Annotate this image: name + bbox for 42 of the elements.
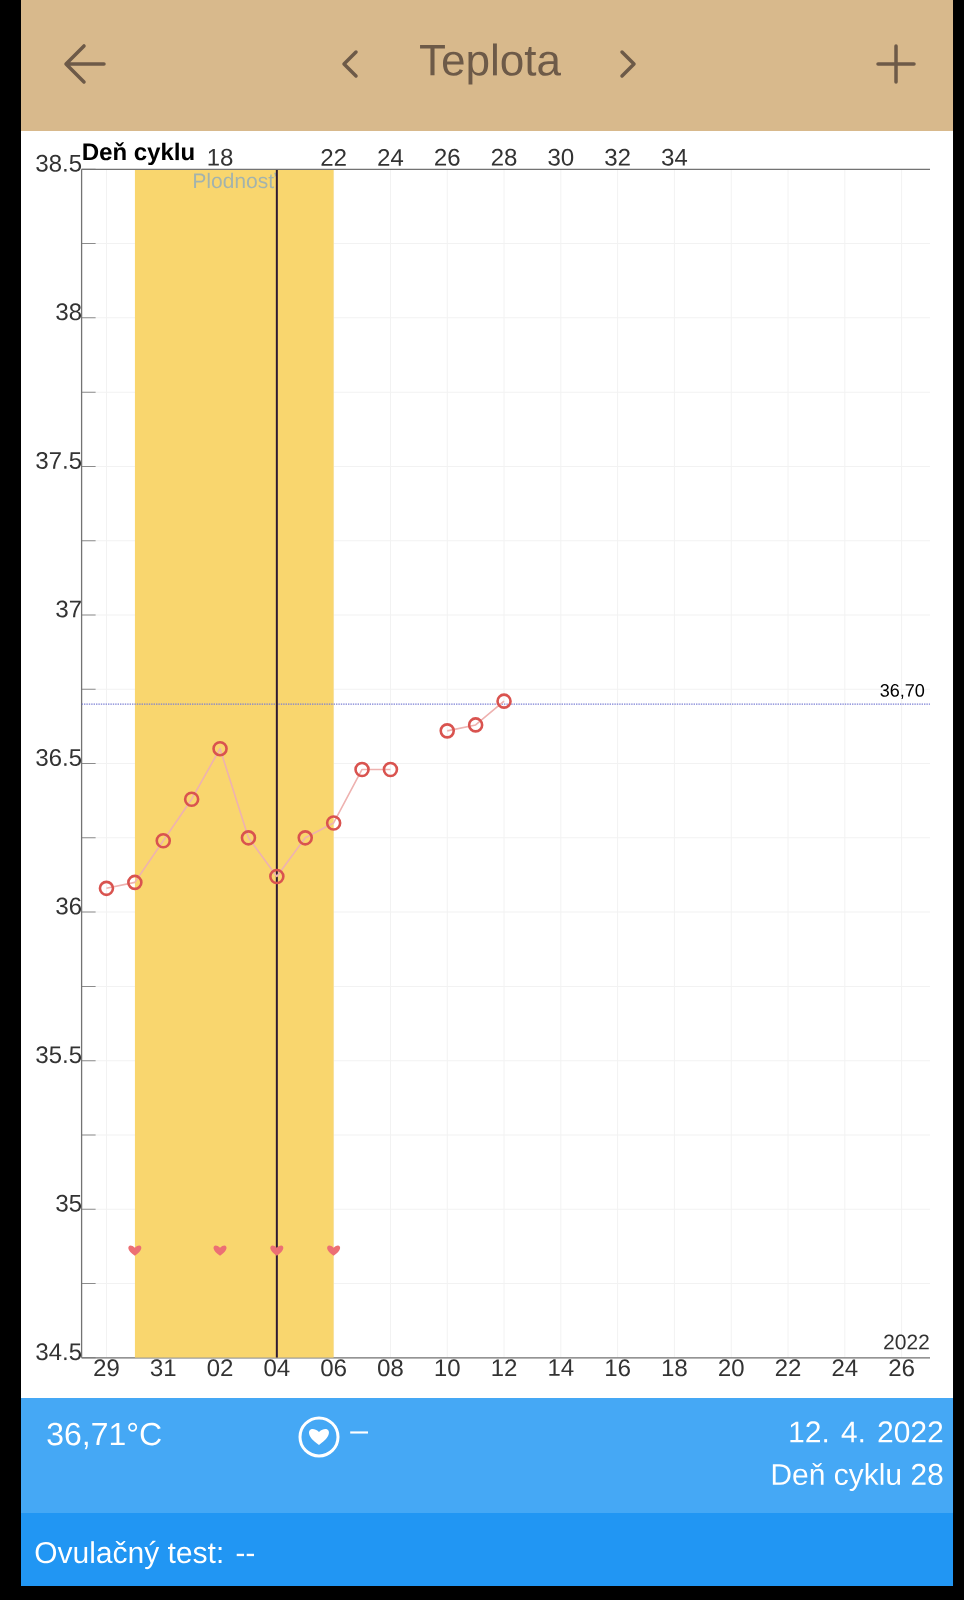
text: 12. 4. 2022 [790,1421,943,1443]
band-label: Plodnosť [194,172,277,189]
text: Deň cyklu 28 [772,1462,943,1492]
x-tick-label: 22 [775,1359,801,1377]
x-tick-label: 08 [378,1359,403,1377]
x2-tick-label: 34 [661,148,688,166]
x-tick-label: 10 [435,1359,460,1377]
x2-tick-label: 28 [491,148,517,166]
text: Ovulačný test: -- [35,1540,255,1570]
x-tick-label: 14 [549,1359,574,1376]
y-tick-label: 34.5 [36,1343,82,1361]
y-tick-label: 38.5 [36,154,82,172]
x-tick-label: 29 [94,1359,119,1377]
x2-tick-label: 30 [548,148,574,166]
x-tick-label: 02 [207,1359,233,1377]
ref-line-label: 36,70 [880,684,925,699]
y-tick-label: 35.5 [36,1046,82,1064]
x2-tick-label: 26 [435,148,460,166]
x-tick-label: 12 [492,1359,517,1377]
x-tick-label: 20 [719,1359,744,1377]
y-tick-label: 37.5 [36,451,82,469]
x2-tick-label: 22 [321,149,346,166]
chart-title: Teplota [420,43,561,85]
text: 36,71°C [47,1422,161,1450]
x-tick-label: 04 [264,1359,290,1377]
x-tick-label: 16 [606,1359,630,1377]
x2-tick-label: 18 [208,148,233,166]
x2-tick-label: 32 [605,148,630,166]
x-tick-label: 24 [832,1359,858,1377]
x-tick-label: 06 [321,1359,346,1377]
x-tick-label: 26 [889,1359,914,1377]
y-tick-label: 38 [56,303,82,321]
text: – [350,1431,368,1434]
y-tick-label: 36 [56,897,82,915]
y-tick-label: 37 [56,600,81,618]
y-tick-label: 36.5 [36,749,82,767]
x2-axis-title: Deň cyklu [83,142,194,166]
x-tick-label: 31 [150,1359,176,1377]
x-tick-label: 18 [662,1359,687,1377]
y-tick-label: 35 [56,1194,82,1212]
annotation: 2022 [884,1334,929,1350]
x2-tick-label: 24 [378,149,404,166]
